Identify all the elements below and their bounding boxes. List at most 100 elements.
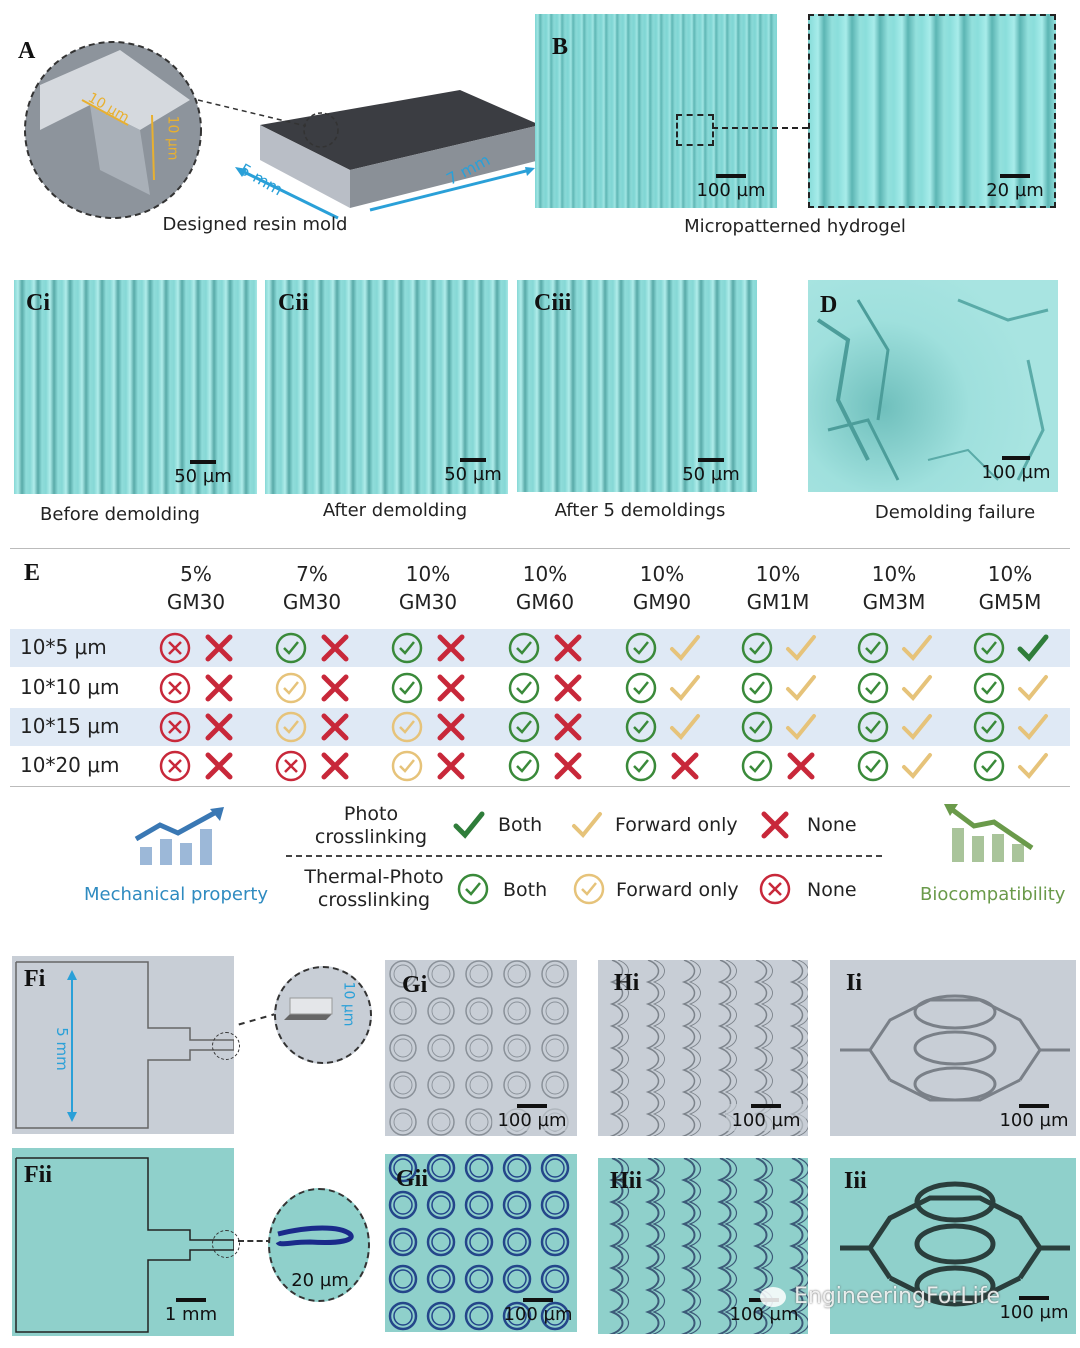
thermal-none-mark bbox=[159, 711, 191, 743]
legend-forward-photo: Forward only bbox=[615, 814, 738, 836]
mechanical-property-label: Mechanical property bbox=[84, 884, 269, 905]
thermal-both-mark bbox=[391, 672, 423, 704]
photo-none-mark bbox=[321, 713, 349, 741]
watermark: EngineeringForLife bbox=[760, 1284, 1000, 1309]
panel-label-fi: Fi bbox=[24, 966, 46, 992]
circle-check-both-icon bbox=[457, 873, 489, 905]
thermal-none-mark bbox=[159, 632, 191, 664]
table-row-band bbox=[10, 629, 1070, 667]
photo-none-mark bbox=[205, 752, 233, 780]
column-header-name: GM5M bbox=[978, 590, 1042, 614]
dim-label-fi-10um: 10 µm bbox=[340, 981, 357, 1027]
photo-forward-mark bbox=[670, 675, 700, 701]
circle-check-forward-icon bbox=[573, 873, 605, 905]
wave-pattern-hii bbox=[609, 1158, 808, 1334]
resin-mold-illustration bbox=[24, 41, 540, 220]
thermal-both-mark bbox=[741, 672, 773, 704]
caption-b: Micropatterned hydrogel bbox=[684, 216, 906, 237]
thermal-both-mark bbox=[857, 672, 889, 704]
channel-step-illustration bbox=[284, 997, 333, 1020]
scalebar-gi: 100 µm bbox=[492, 1104, 572, 1131]
legend-none-photo: None bbox=[807, 814, 857, 836]
image-gii bbox=[385, 1154, 577, 1332]
column-header-pct: 7% bbox=[296, 562, 328, 586]
channel-tip-illustration bbox=[275, 1225, 354, 1247]
thermal-both-mark bbox=[508, 672, 540, 704]
photo-none-mark bbox=[205, 713, 233, 741]
photo-forward-mark bbox=[902, 635, 932, 661]
thermal-both-mark bbox=[391, 632, 423, 664]
scalebar-d: 100 µm bbox=[976, 456, 1056, 483]
dim-label-fi-5mm: 5 mm bbox=[52, 1027, 71, 1071]
thermal-both-mark bbox=[973, 711, 1005, 743]
mechanical-property-icon bbox=[134, 807, 224, 865]
thermal-both-mark bbox=[508, 632, 540, 664]
image-iii bbox=[830, 1158, 1076, 1334]
thermal-none-mark bbox=[275, 750, 307, 782]
thermal-both-mark bbox=[508, 711, 540, 743]
thermal-forward-mark bbox=[275, 672, 307, 704]
photo-none-mark bbox=[321, 634, 349, 662]
thermal-both-mark bbox=[625, 711, 657, 743]
column-header-name: GM90 bbox=[632, 590, 692, 614]
photo-both-mark bbox=[1017, 634, 1049, 662]
photo-forward-mark bbox=[902, 675, 932, 701]
column-header-1: 7% GM30 bbox=[262, 560, 362, 616]
photo-forward-mark bbox=[1018, 714, 1048, 740]
check-both-icon bbox=[453, 811, 485, 839]
photo-forward-mark bbox=[670, 714, 700, 740]
thermal-both-mark bbox=[857, 632, 889, 664]
photo-forward-mark bbox=[1018, 675, 1048, 701]
panel-label-d: D bbox=[820, 292, 838, 318]
legend-both-thermal: Both bbox=[503, 879, 548, 901]
caption-a: Designed resin mold bbox=[162, 214, 348, 235]
row-label: 10*5 μm bbox=[20, 635, 107, 659]
biocompatibility-icon bbox=[944, 804, 1034, 862]
column-header-7: 10% GM5M bbox=[960, 560, 1060, 616]
photo-none-mark bbox=[437, 752, 465, 780]
column-header-4: 10% GM90 bbox=[612, 560, 712, 616]
panel-label-hi: Hi bbox=[614, 970, 640, 996]
photo-none-mark bbox=[554, 674, 582, 702]
ring-pattern-gii bbox=[388, 1154, 570, 1331]
caption-ciii: After 5 demoldings bbox=[554, 500, 726, 521]
scalebar-cii: 50 µm bbox=[438, 458, 508, 485]
panel-label-hii: Hii bbox=[610, 1168, 643, 1194]
panel-label-gii: Gii bbox=[396, 1166, 429, 1192]
scalebar-gii: 100 µm bbox=[498, 1298, 578, 1325]
column-header-name: GM30 bbox=[398, 590, 458, 614]
photo-none-mark bbox=[437, 713, 465, 741]
photo-forward-mark bbox=[902, 714, 932, 740]
thermal-both-mark bbox=[625, 672, 657, 704]
thermal-both-mark bbox=[741, 750, 773, 782]
image-gi bbox=[385, 960, 577, 1136]
column-header-6: 10% GM3M bbox=[844, 560, 944, 616]
photo-forward-mark bbox=[902, 753, 932, 779]
column-header-2: 10% GM30 bbox=[378, 560, 478, 616]
column-header-0: 5% GM30 bbox=[146, 560, 246, 616]
caption-d: Demolding failure bbox=[874, 502, 1036, 523]
check-forward-icon bbox=[572, 812, 602, 838]
photo-forward-mark bbox=[670, 635, 700, 661]
thermal-forward-mark bbox=[391, 711, 423, 743]
scalebar-ii: 100 µm bbox=[994, 1104, 1074, 1131]
image-ciii bbox=[517, 280, 757, 492]
photo-none-mark bbox=[554, 713, 582, 741]
panel-label-ci: Ci bbox=[26, 290, 50, 316]
panel-label-ii: Ii bbox=[846, 970, 863, 996]
network-pattern-iii bbox=[840, 1181, 1070, 1307]
photo-none-mark bbox=[205, 634, 233, 662]
scalebar-b1: 100 µm bbox=[686, 174, 776, 201]
caption-cii: After demolding bbox=[322, 500, 468, 521]
column-header-pct: 10% bbox=[755, 562, 801, 586]
scalebar-iii: 100 µm bbox=[994, 1296, 1074, 1323]
thermal-both-mark bbox=[857, 750, 889, 782]
column-header-name: GM3M bbox=[862, 590, 926, 614]
wechat-icon bbox=[760, 1287, 786, 1307]
scalebar-hi: 100 µm bbox=[726, 1104, 806, 1131]
thermal-both-mark bbox=[625, 632, 657, 664]
zoom-connector-fi bbox=[238, 1012, 278, 1026]
cross-none-icon bbox=[761, 811, 789, 839]
photo-none-mark bbox=[437, 634, 465, 662]
photo-none-mark bbox=[321, 752, 349, 780]
